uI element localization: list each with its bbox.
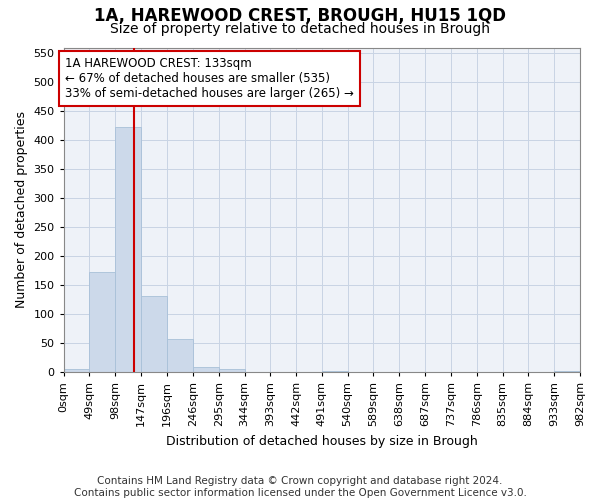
Bar (167, 339, 193, 372)
X-axis label: Distribution of detached houses by size in Brough: Distribution of detached houses by size … (166, 434, 478, 448)
Text: 1A, HAREWOOD CREST, BROUGH, HU15 1QD: 1A, HAREWOOD CREST, BROUGH, HU15 1QD (94, 8, 506, 26)
Bar (219, 369, 245, 372)
Text: Size of property relative to detached houses in Brough: Size of property relative to detached ho… (110, 22, 490, 36)
Y-axis label: Number of detached properties: Number of detached properties (15, 112, 28, 308)
Bar (64, 369, 89, 372)
Bar (141, 296, 167, 372)
Bar (322, 371, 347, 372)
Text: Contains HM Land Registry data © Crown copyright and database right 2024.
Contai: Contains HM Land Registry data © Crown c… (74, 476, 526, 498)
Bar (115, 128, 141, 372)
Bar (554, 371, 580, 372)
Bar (193, 368, 219, 372)
Bar (89, 272, 115, 372)
Text: 1A HAREWOOD CREST: 133sqm
← 67% of detached houses are smaller (535)
33% of semi: 1A HAREWOOD CREST: 133sqm ← 67% of detac… (65, 58, 353, 100)
